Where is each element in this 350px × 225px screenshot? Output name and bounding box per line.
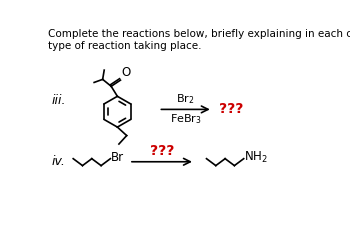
Text: FeBr$_3$: FeBr$_3$ [170, 112, 202, 126]
Text: Br$_2$: Br$_2$ [176, 92, 195, 106]
Text: Br: Br [111, 151, 124, 164]
Text: O: O [121, 66, 131, 79]
Text: iii.: iii. [51, 94, 66, 107]
Text: ???: ??? [150, 144, 174, 158]
Text: Complete the reactions below, briefly explaining in each case
type of reaction t: Complete the reactions below, briefly ex… [48, 29, 350, 51]
Text: NH$_2$: NH$_2$ [244, 150, 268, 165]
Text: iv.: iv. [51, 155, 65, 168]
Text: ???: ??? [219, 102, 243, 116]
